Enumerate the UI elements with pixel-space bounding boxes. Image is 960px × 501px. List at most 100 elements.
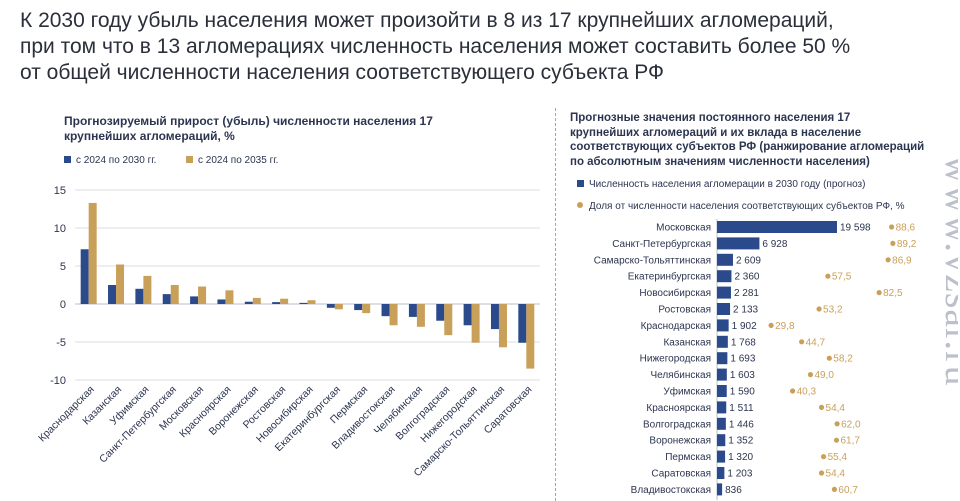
population-bar xyxy=(717,368,727,381)
population-bar xyxy=(717,221,837,233)
population-label: 19 598 xyxy=(840,223,871,234)
share-label: 58,2 xyxy=(833,354,853,365)
y-tick-label: 15 xyxy=(54,185,66,197)
share-dot xyxy=(790,388,796,394)
category-label: Воронежская xyxy=(649,436,711,447)
legend-swatch-blue xyxy=(64,156,71,163)
share-dot xyxy=(831,486,838,492)
legend-dot-gold xyxy=(577,202,583,208)
share-label: 60,7 xyxy=(838,485,858,496)
category-label: Нижегородская xyxy=(640,354,711,365)
right-legend-population: Численность населения агломерации в 2030… xyxy=(577,179,865,190)
left-legend-2030: с 2024 по 2030 гг. xyxy=(64,155,156,166)
population-label: 2 133 xyxy=(733,305,758,316)
category-label: Челябинская xyxy=(650,369,711,381)
bar-2030 xyxy=(244,301,253,304)
category-label: Самарско-Тольяттинская xyxy=(594,255,711,266)
population-bar xyxy=(717,385,727,397)
population-label: 2 281 xyxy=(734,288,759,299)
bar-2030 xyxy=(299,302,308,304)
watermark-text: www.vzsar.ru xyxy=(937,155,958,387)
right-legend-share: Доля от численности населения соответств… xyxy=(577,201,905,212)
share-label: 61,7 xyxy=(840,436,860,447)
legend-swatch-blue xyxy=(577,180,584,187)
bar-2030 xyxy=(162,294,171,304)
population-bar xyxy=(717,303,731,315)
share-dot xyxy=(818,404,825,410)
headline: К 2030 году убыль населения может произо… xyxy=(20,8,930,86)
population-bar xyxy=(717,237,760,250)
bar-2030 xyxy=(272,302,281,304)
right-chart-title-line-4: по абсолютным значениям численности насе… xyxy=(570,155,870,168)
share-dot xyxy=(816,306,822,312)
bar-2030 xyxy=(490,304,499,330)
share-label: 55,4 xyxy=(828,452,848,463)
bar-2035 xyxy=(471,304,480,343)
share-dot xyxy=(768,322,774,328)
share-dot xyxy=(890,240,896,246)
population-label: 836 xyxy=(725,485,742,496)
bar-2030 xyxy=(436,304,445,321)
bar-2030 xyxy=(408,304,417,317)
population-bar xyxy=(717,467,725,479)
right-chart-title-line-1: Прогнозные значения постоянного населени… xyxy=(570,112,851,124)
category-label: Екатеринбургская xyxy=(628,271,711,283)
share-dot xyxy=(807,372,814,378)
category-label: Волгоградская xyxy=(643,419,711,430)
headline-line-3: от общей численности населения соответст… xyxy=(20,61,665,84)
watermark: www.vzsar.ru xyxy=(937,155,958,387)
category-label: Саратовская xyxy=(651,469,711,480)
bar-2030 xyxy=(381,304,390,317)
share-dot xyxy=(833,437,840,443)
y-tick-label: 10 xyxy=(54,223,66,235)
population-bar xyxy=(717,286,731,299)
right-chart-title-line-2: крупнейших агломераций и их вклада в нас… xyxy=(570,126,862,139)
share-label: 44,7 xyxy=(806,337,826,348)
bar-2030 xyxy=(190,296,199,304)
bar-2035 xyxy=(280,298,289,304)
bar-2035 xyxy=(498,304,507,348)
bar-2030 xyxy=(135,288,144,304)
population-bar xyxy=(717,417,726,430)
headline-line-1: К 2030 году убыль населения может произо… xyxy=(20,9,834,32)
share-label: 54,4 xyxy=(826,469,846,480)
left-bar-chart: 151050-5-10КраснодарскаяКазанскаяУфимска… xyxy=(36,185,540,479)
category-label: Санкт-Петербургская xyxy=(612,238,711,250)
right-chart-title-line-3: соответствующих субъектов РФ (ранжирован… xyxy=(570,141,925,153)
bar-2035 xyxy=(416,304,425,327)
legend-label-population: Численность населения агломерации в 2030… xyxy=(589,179,866,190)
share-label: 54,4 xyxy=(826,403,846,414)
bar-2030 xyxy=(354,304,363,311)
share-label: 88,6 xyxy=(896,223,916,234)
bar-2035 xyxy=(225,290,234,304)
left-chart-title: Прогнозируемый прирост (убыль) численнос… xyxy=(64,114,433,144)
population-label: 1 446 xyxy=(729,419,754,430)
headline-line-2: при том что в 13 агломерациях численност… xyxy=(20,35,851,58)
left-legend-2035: с 2024 по 2035 гг. xyxy=(186,155,278,166)
bar-2035 xyxy=(362,304,371,314)
legend-label-2035: с 2024 по 2035 гг. xyxy=(198,155,279,166)
category-label: Уфимская xyxy=(663,386,711,398)
bar-2035 xyxy=(307,300,316,304)
population-label: 1 590 xyxy=(730,387,755,398)
share-label: 57,5 xyxy=(832,272,852,283)
bar-2035 xyxy=(389,304,398,326)
share-label: 86,9 xyxy=(892,255,912,266)
bar-2030 xyxy=(518,304,527,343)
share-dot xyxy=(825,273,831,279)
population-bar xyxy=(717,253,733,266)
share-dot xyxy=(826,355,832,361)
bar-2030 xyxy=(326,304,335,308)
bar-2035 xyxy=(88,202,97,304)
population-label: 1 320 xyxy=(728,452,753,463)
population-label: 1 352 xyxy=(728,436,753,447)
category-label: Казанская xyxy=(663,337,711,348)
category-label: Московская xyxy=(656,223,711,234)
category-label: Краснодарская xyxy=(641,321,711,332)
bar-2035 xyxy=(170,285,179,304)
share-dot xyxy=(799,339,805,345)
share-label: 53,2 xyxy=(823,305,843,316)
population-label: 1 203 xyxy=(727,469,752,480)
y-tick-label: 5 xyxy=(60,261,66,273)
bar-2030 xyxy=(217,299,226,304)
